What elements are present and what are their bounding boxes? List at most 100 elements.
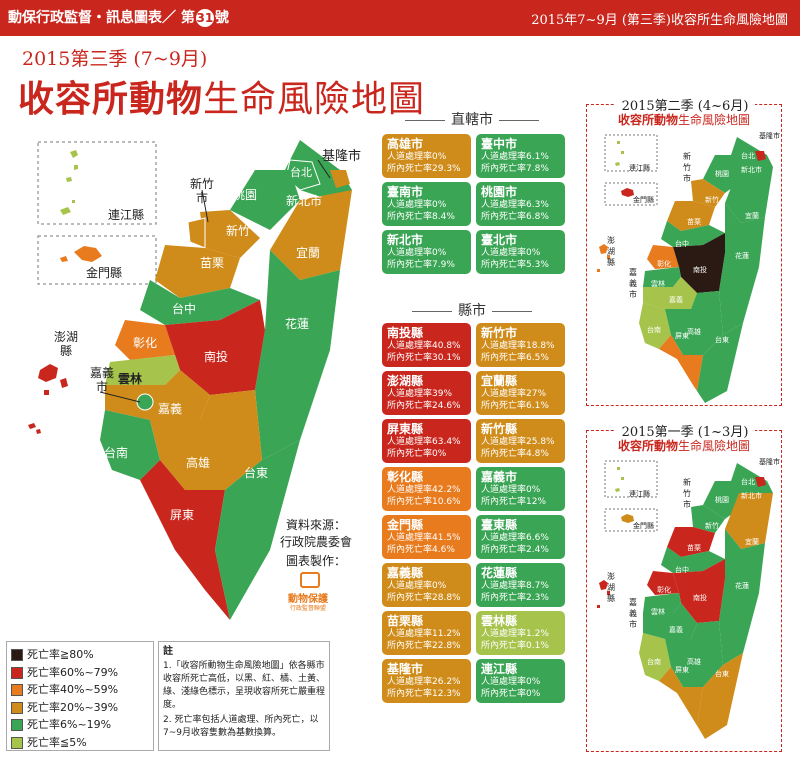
q1-label-keelung: 基隆市 [759, 458, 780, 466]
header-bar: 動保行政監督・訊息圖表／ 第 31 號 2015年7~9月 (第三季)收容所生命風險… [0, 0, 800, 36]
legend-item: 死亡率20%~39% [11, 699, 118, 715]
label-penghu: 澎湖縣 [53, 330, 78, 358]
q2-title: 2015第二季 (4~6月) [615, 95, 755, 114]
q2-label-newtaipei: 新北市 [741, 166, 762, 174]
region-hualien [255, 250, 340, 460]
region-nantou [165, 300, 265, 395]
notes: 註 1.「收容所動物生命風險地圖」依各縣市收容所死亡高低，以黑、紅、橘、土黃、綠… [158, 641, 330, 751]
region-taitung [215, 440, 300, 620]
page-title: 收容所動物生命風險地圖 [18, 70, 425, 122]
region-taichung [140, 280, 260, 325]
logo-subtext: 行政監督聯盟 [290, 605, 327, 612]
card-name: 臺中市 [481, 137, 518, 151]
q1-label-hualien: 花蓮 [735, 582, 749, 590]
card-name: 基隆市 [387, 662, 424, 676]
q2-subtitle: 收容所動物生命風險地圖 [587, 111, 781, 128]
card-name: 嘉義縣 [387, 566, 424, 580]
card-municipal_cards-0: 高雄市 人道處理率0% 所內死亡率29.3% [382, 134, 471, 178]
card-rate2: 所內死亡率12.3% [387, 689, 461, 699]
q2-label-hualien: 花蓮 [735, 252, 749, 260]
source-value: 行政院農委會 [280, 535, 353, 549]
q2-label-changhua: 彰化 [657, 260, 671, 268]
region-chiayi [105, 370, 210, 420]
region-yunlin [105, 355, 180, 385]
q2-label-taipei: 台北 [741, 152, 755, 160]
card-rate1: 人道處理率0% [481, 485, 541, 495]
region-keelung [330, 170, 350, 188]
card-county_cards-4: 屏東縣 人道處理率63.4% 所內死亡率0% [382, 419, 471, 463]
label-hsinchu-county: 新竹 [226, 224, 251, 238]
card-rate1: 人道處理率25.8% [481, 437, 555, 447]
card-name: 屏東縣 [387, 422, 424, 436]
q1-label-kaohsiung: 高雄 [687, 658, 701, 666]
label-taipei: 台北 [290, 166, 312, 179]
chiayi-city-leader [99, 391, 141, 403]
credit-label: 圖表製作： [286, 554, 347, 568]
card-county_cards-9: 臺東縣 人道處理率6.6% 所內死亡率2.4% [476, 515, 565, 559]
notes-item-1: 1.「收容所動物生命風險地圖」依各縣市收容所死亡高低，以黑、紅、橘、土黃、綠、淺… [163, 661, 326, 710]
header-left: 動保行政監督・訊息圖表／ 第 31 號 [8, 7, 229, 27]
label-tainan: 台南 [104, 446, 129, 460]
header-right: 2015年7~9月 (第三季)收容所生命風險地圖 [531, 13, 788, 28]
legend-label: 死亡率6%~19% [27, 718, 112, 731]
q1-label-lienchiang: 連江縣 [629, 490, 650, 498]
card-county_cards-10: 嘉義縣 人道處理率0% 所內死亡率28.8% [382, 563, 471, 607]
card-county_cards-7: 嘉義市 人道處理率0% 所內死亡率12% [476, 467, 565, 511]
card-county_cards-12: 苗栗縣 人道處理率11.2% 所內死亡率22.8% [382, 611, 471, 655]
label-newtaipei: 新北市 [286, 194, 323, 208]
legend-label: 死亡率≧80% [27, 648, 94, 661]
card-name: 臺北市 [481, 233, 518, 247]
q2-label-kinmen: 金門縣 [633, 196, 654, 204]
q2-label-chiayi: 嘉義 [669, 296, 683, 304]
card-rate2: 所內死亡率6.8% [481, 212, 549, 222]
label-taichung: 台中 [172, 302, 197, 316]
q2-label-keelung: 基隆市 [759, 132, 780, 140]
header-suffix: 號 [214, 10, 229, 26]
q1-label-kinmen: 金門縣 [633, 522, 654, 530]
card-rate2: 所內死亡率7.9% [387, 260, 455, 270]
q1-label-chiayi-city: 嘉義市 [629, 598, 637, 629]
card-county_cards-5: 新竹縣 人道處理率25.8% 所內死亡率4.8% [476, 419, 565, 463]
label-hualien: 花蓮 [285, 317, 310, 331]
card-county_cards-3: 宜蘭縣 人道處理率27% 所內死亡率6.1% [476, 371, 565, 415]
notes-item-2: 2. 死亡率包括人道處理、所內死亡，以7~9月收容隻數為基數換算。 [163, 715, 319, 738]
q1-subtitle-light: 生命風險地圖 [678, 439, 751, 453]
legend-item: 死亡率6%~19% [11, 716, 111, 732]
q1-label-taitung: 台東 [715, 670, 729, 678]
q2-label-hsinchu-city: 新竹市 [683, 152, 691, 183]
penghu-islands [28, 364, 68, 434]
card-rate1: 人道處理率8.7% [481, 581, 549, 591]
q1-label-yilan: 宜蘭 [745, 538, 759, 546]
q2-inset: 2015第二季 (4~6月) 收容所動物生命風險地圖 基隆市 台北 新北市 桃園… [586, 95, 782, 406]
card-rate2: 所內死亡率24.6% [387, 401, 461, 411]
card-municipal_cards-2: 臺南市 人道處理率0% 所內死亡率8.4% [382, 182, 471, 226]
q1-label-taoyuan: 桃園 [715, 496, 729, 504]
card-rate2: 所內死亡率8.4% [387, 212, 455, 222]
label-yilan: 宜蘭 [296, 246, 321, 260]
season-subtitle: 2015第三季 (7~9月) [22, 48, 208, 70]
label-chiayi-city: 嘉義市 [89, 366, 114, 394]
card-name: 南投縣 [387, 326, 424, 340]
card-name: 臺東縣 [481, 518, 518, 532]
region-kaohsiung [150, 390, 262, 490]
logo-text: 動物保護 [288, 594, 328, 605]
card-rate2: 所內死亡率2.4% [481, 545, 549, 555]
label-kinmen: 金門縣 [86, 266, 123, 280]
card-rate1: 人道處理率6.1% [481, 152, 549, 162]
label-keelung: 基隆市 [322, 149, 362, 164]
label-chiayi: 嘉義 [158, 402, 183, 416]
card-county_cards-14: 基隆市 人道處理率26.2% 所內死亡率12.3% [382, 659, 471, 703]
card-name: 苗栗縣 [387, 614, 424, 628]
card-rate1: 人道處理率42.2% [387, 485, 461, 495]
q1-title: 2015第一季 (1~3月) [615, 421, 755, 440]
q1-inset: 2015第一季 (1~3月) 收容所動物生命風險地圖 基隆市 台北 新北市 桃園… [586, 421, 782, 752]
card-rate1: 人道處理率18.8% [481, 341, 555, 351]
card-rate1: 人道處理率6.6% [481, 533, 549, 543]
card-rate1: 人道處理率0% [387, 200, 447, 210]
card-rate2: 所內死亡率0.1% [481, 641, 549, 651]
label-miaoli: 苗栗 [200, 256, 225, 270]
card-county_cards-6: 彰化縣 人道處理率42.2% 所內死亡率10.6% [382, 467, 471, 511]
card-rate2: 所內死亡率6.5% [481, 353, 549, 363]
q1-label-penghu: 澎湖縣 [607, 572, 615, 603]
section-municipal-heading: 直轄市 [382, 109, 562, 129]
